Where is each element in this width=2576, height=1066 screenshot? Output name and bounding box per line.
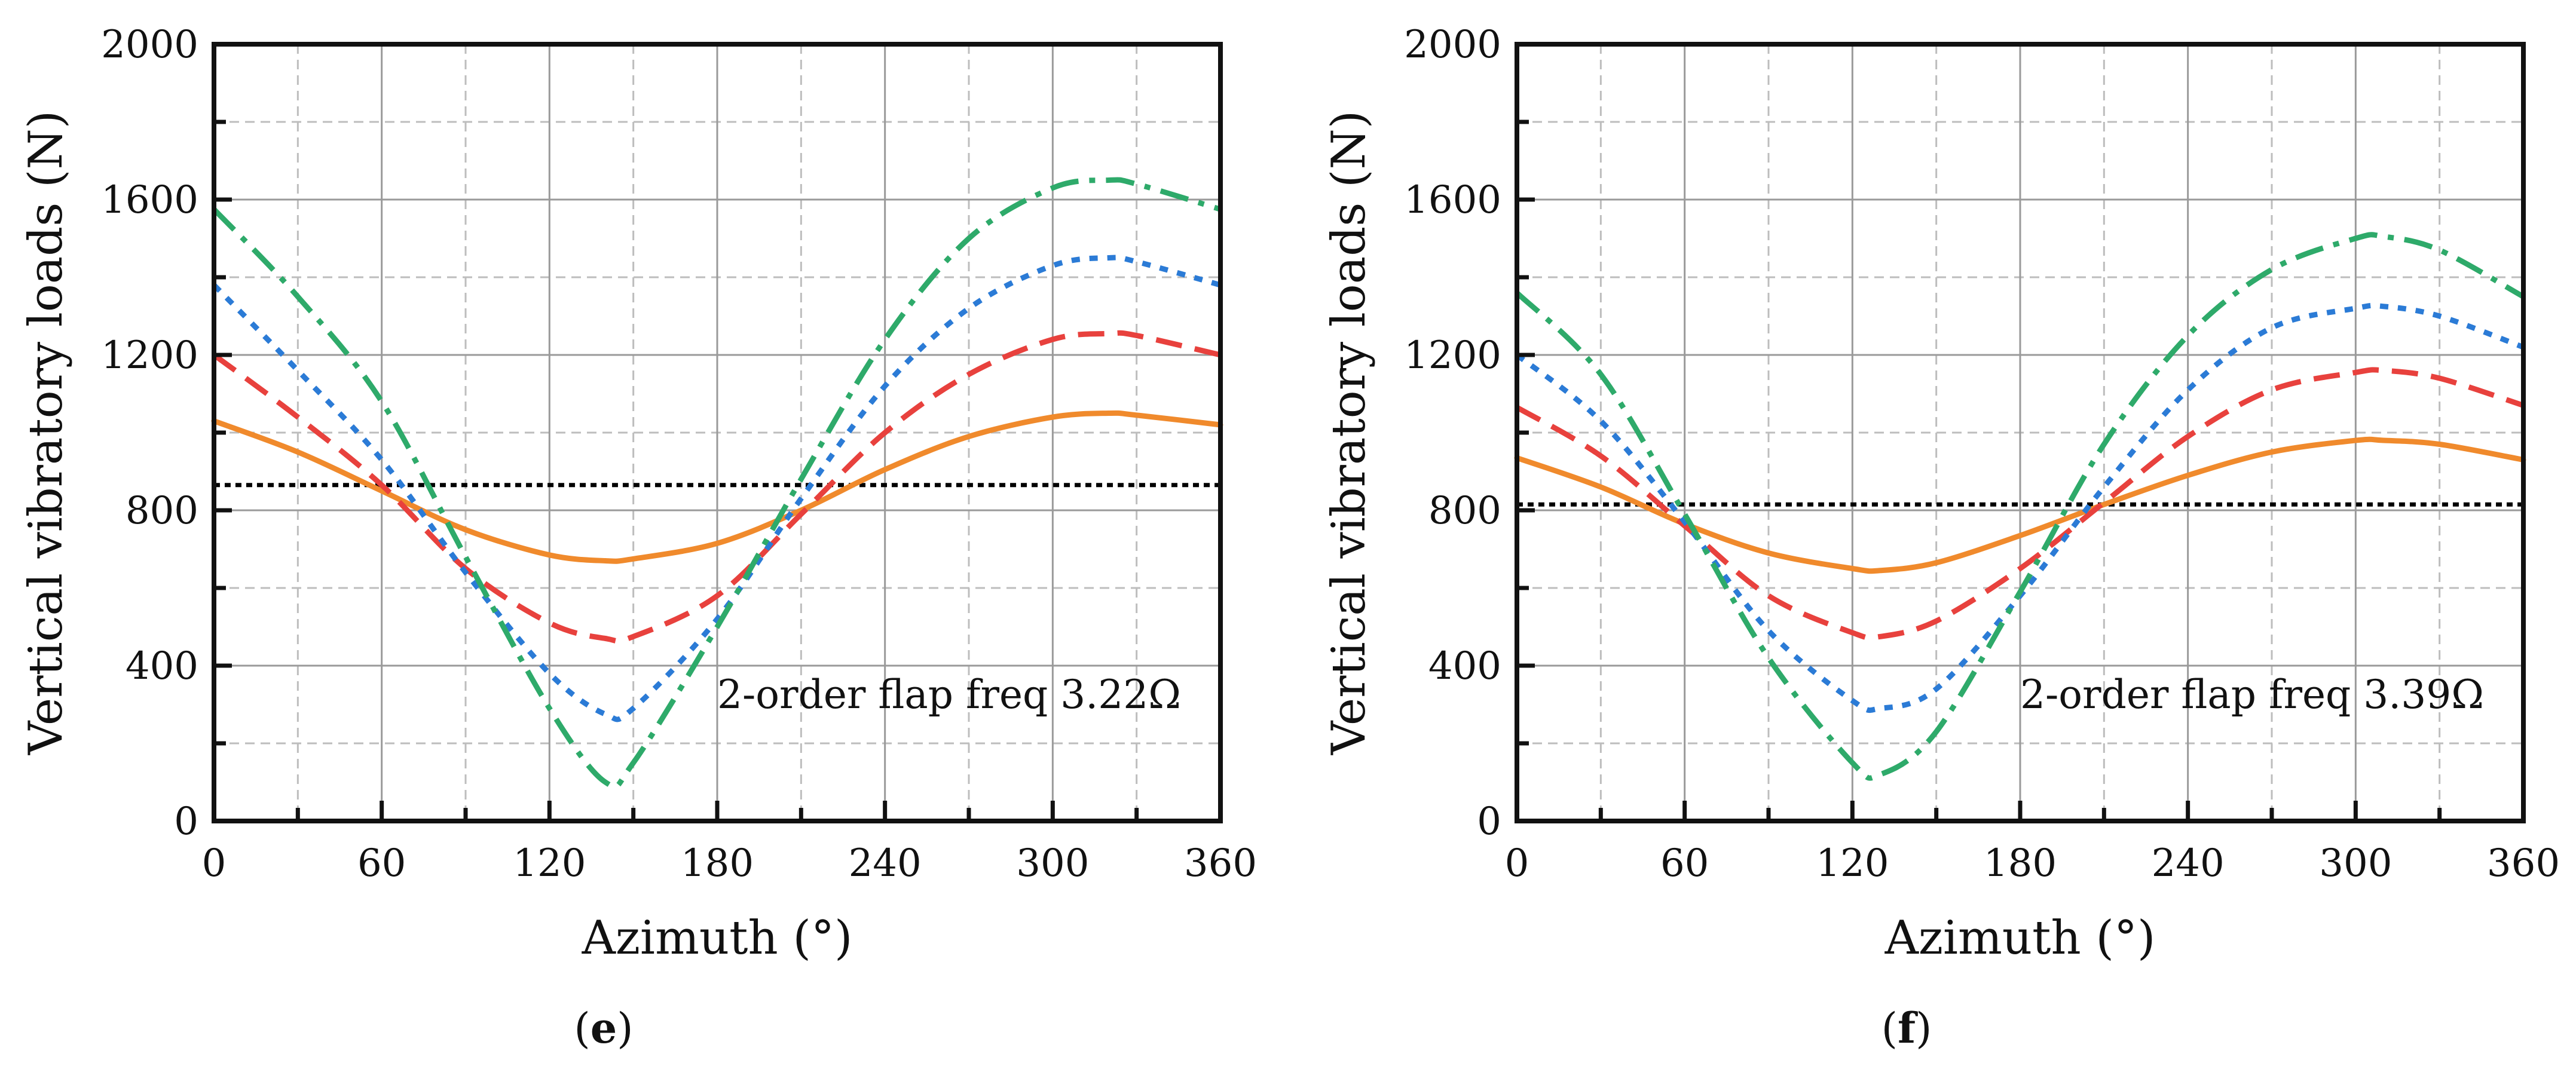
chart-panel-f: 0 60 120 180 240 300 360 0 400 800 1200 1600 2000 Azi… (1322, 23, 2560, 1053)
x-tick-label: 0 (1505, 841, 1529, 886)
series-line-green (1515, 232, 2525, 781)
x-tick-label: 180 (681, 841, 754, 886)
panel-label: (f) (1881, 1003, 1932, 1053)
x-tick-label: 120 (513, 841, 586, 886)
y-tick-label: 1200 (1404, 333, 1501, 378)
y-tick-label: 800 (126, 489, 198, 533)
panel-label-letter: e (591, 1003, 617, 1053)
x-tick-label: 60 (357, 841, 406, 886)
x-tick-label: 60 (1660, 841, 1709, 886)
series-line-red (212, 330, 1222, 644)
x-tick-label: 360 (2487, 841, 2560, 886)
x-axis-title: Azimuth (°) (1884, 911, 2156, 965)
x-tick-label: 300 (1016, 841, 1089, 886)
panel-label: (e) (574, 1003, 633, 1053)
annotation-text: 2-order flap freq 3.39Ω (2020, 672, 2484, 718)
x-tick-label: 360 (1184, 841, 1257, 886)
y-tick-label: 400 (126, 644, 198, 688)
panel-label-close-paren: ) (617, 1004, 633, 1053)
y-tick-label: 800 (1428, 489, 1501, 533)
series-line-green (212, 177, 1222, 790)
y-tick-label: 0 (174, 800, 198, 844)
y-tick-label: 2000 (1404, 23, 1501, 67)
y-tick-label: 0 (1477, 800, 1501, 844)
series-line-red (1515, 367, 2525, 641)
x-tick-label: 180 (1984, 841, 2057, 886)
x-tick-label: 240 (849, 841, 922, 886)
y-tick-label: 2000 (101, 23, 198, 67)
y-tick-label: 1200 (101, 333, 198, 378)
y-axis-title: Vertical vibratory loads (N) (19, 111, 73, 755)
series-line-blue (1515, 302, 2525, 713)
panel-label-open-paren: ( (574, 1004, 590, 1053)
y-tick-label: 1600 (1404, 178, 1501, 222)
chart-panel-e: 0 60 120 180 240 300 360 0 400 800 1200 1600 2000 Azi… (19, 23, 1257, 1053)
series-line-blue (212, 255, 1222, 722)
panel-label-open-paren: ( (1881, 1004, 1898, 1053)
panel-label-close-paren: ) (1916, 1004, 1932, 1053)
x-tick-label: 240 (2152, 841, 2225, 886)
x-tick-label: 0 (202, 841, 227, 886)
x-axis-title: Azimuth (°) (582, 911, 853, 965)
y-tick-label: 1600 (101, 178, 198, 222)
panel-label-letter: f (1898, 1003, 1918, 1053)
y-axis-title: Vertical vibratory loads (N) (1322, 111, 1376, 755)
annotation-text: 2-order flap freq 3.22Ω (717, 672, 1181, 718)
y-tick-label: 400 (1428, 644, 1501, 688)
x-tick-label: 300 (2319, 841, 2392, 886)
x-tick-label: 120 (1816, 841, 1889, 886)
